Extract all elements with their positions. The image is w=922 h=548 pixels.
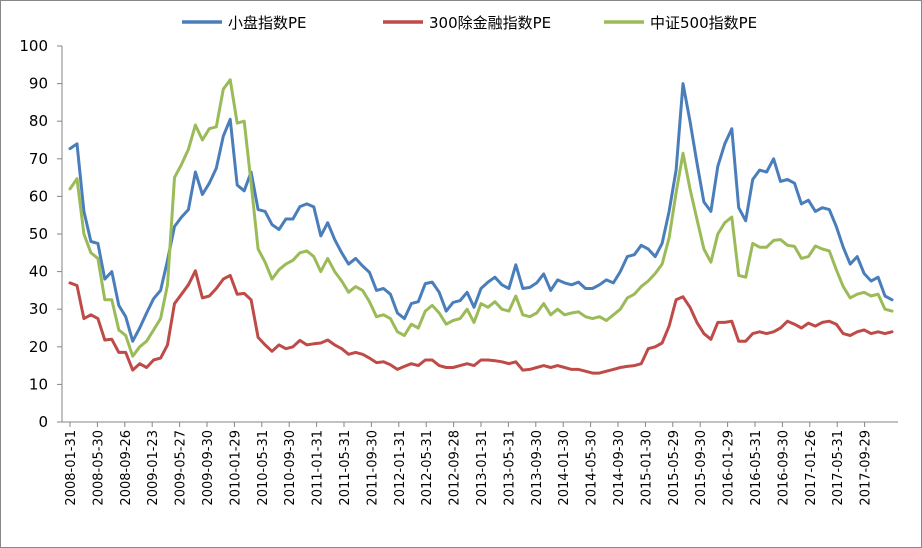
- x-tick-label: 2009-01-23: [146, 430, 161, 506]
- x-tick-label: 2015-05-29: [667, 430, 682, 506]
- x-tick-label: 2009-05-27: [174, 430, 189, 506]
- x-tick-label: 2010-01-29: [228, 430, 243, 506]
- x-tick-label: 2008-05-30: [91, 430, 106, 506]
- x-tick-label: 2012-09-28: [448, 430, 463, 506]
- y-tick-label: 20: [29, 338, 48, 356]
- series-line-2: [68, 269, 894, 375]
- x-tick-label: 2011-09-30: [365, 430, 380, 506]
- x-tick-label: 2008-01-31: [64, 430, 79, 506]
- x-tick-label: 2017-05-31: [831, 430, 846, 506]
- series-line-3: [68, 78, 894, 358]
- y-tick-label: 100: [19, 37, 48, 55]
- x-tick-label: 2010-09-30: [283, 430, 298, 506]
- x-tick-label: 2011-05-31: [338, 430, 353, 506]
- y-tick-label: 30: [29, 300, 48, 318]
- x-tick-label: 2011-01-31: [311, 430, 326, 506]
- x-tick-label: 2016-01-29: [722, 430, 737, 506]
- x-tick-label: 2013-09-30: [530, 430, 545, 506]
- x-tick-label: 2014-05-30: [585, 430, 600, 506]
- x-tick-label: 2013-01-31: [475, 430, 490, 506]
- x-tick-label: 2012-01-31: [393, 430, 408, 506]
- y-tick-label: 50: [29, 225, 48, 243]
- x-tick-label: 2015-01-30: [639, 430, 654, 506]
- x-tick-label: 2015-09-30: [694, 430, 709, 506]
- legend-label: 小盘指数PE: [228, 14, 307, 32]
- x-tick-label: 2016-09-30: [776, 430, 791, 506]
- x-tick-label: 2017-09-29: [859, 430, 874, 506]
- y-tick-label: 10: [29, 375, 48, 393]
- x-axis: 2008-01-31 2008-05-30 2008-09-26 2009-01-23…: [62, 421, 898, 506]
- y-tick-label: 60: [29, 187, 48, 205]
- x-tick-label: 2009-09-30: [201, 430, 216, 506]
- y-tick-label: 70: [29, 150, 48, 168]
- x-tick-label: 2012-05-31: [420, 430, 435, 506]
- x-tick-label: 2016-05-31: [749, 430, 764, 506]
- y-tick-label: 0: [38, 413, 48, 431]
- x-tick-label: 2017-01-26: [804, 430, 819, 506]
- x-tick-label: 2008-09-26: [119, 430, 134, 506]
- series-lines: [68, 78, 894, 375]
- legend: 小盘指数PE 300除金融指数PE 中证500指数PE: [182, 14, 757, 32]
- legend-label: 中证500指数PE: [650, 14, 757, 32]
- legend-label: 300除金融指数PE: [429, 14, 551, 32]
- x-tick-label: 2013-05-31: [502, 430, 517, 506]
- x-tick-label: 2014-09-30: [612, 430, 627, 506]
- x-tick-label: 2010-05-31: [256, 430, 271, 506]
- y-tick-label: 40: [29, 263, 48, 281]
- x-tick-label: 2014-01-30: [557, 430, 572, 506]
- y-tick-label: 90: [29, 75, 48, 93]
- y-tick-label: 80: [29, 112, 48, 130]
- series-line-1: [68, 82, 894, 343]
- y-axis: 0 10 20 30 40 50 60 70 80 90 100: [19, 37, 63, 431]
